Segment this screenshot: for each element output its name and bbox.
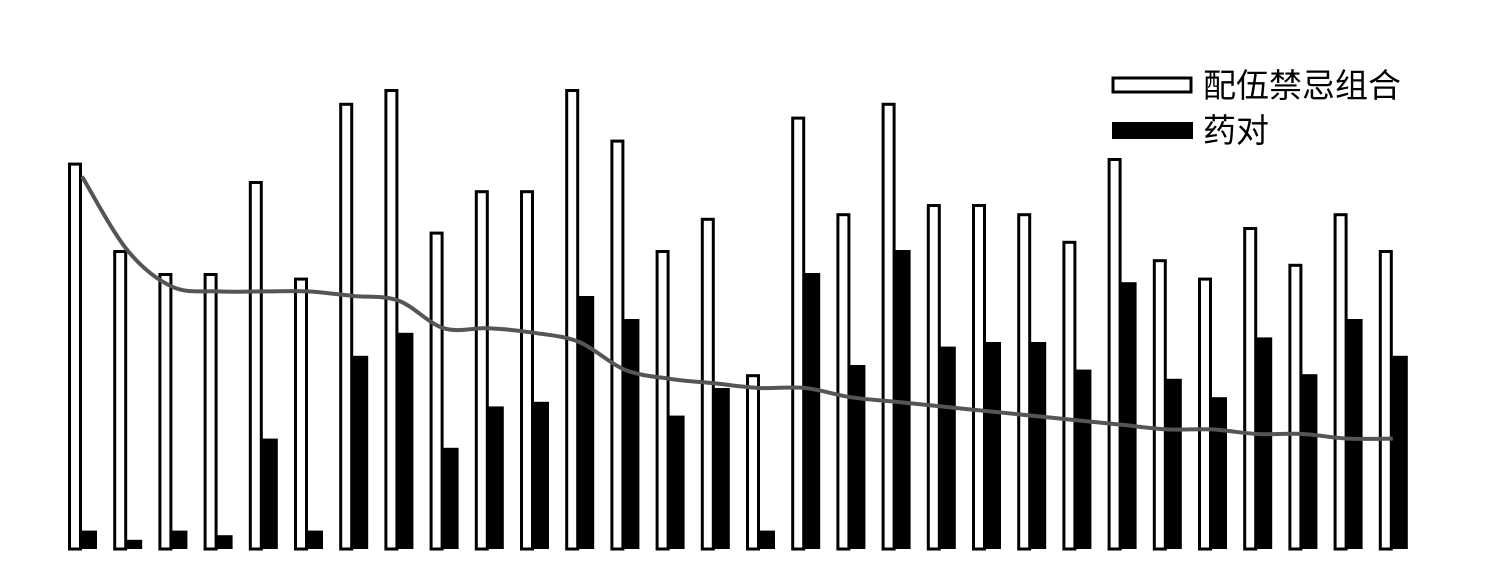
legend: 配伍禁忌组合 药对	[1111, 66, 1401, 150]
bar-white-22	[1017, 213, 1032, 551]
bar-black-14	[668, 415, 685, 549]
bar-black-10	[487, 406, 504, 549]
bar-black-30	[1391, 355, 1408, 549]
bar-black-29	[1346, 319, 1363, 549]
bar-white-17	[791, 116, 806, 551]
bar-black-23	[1075, 369, 1092, 549]
bar-white-27	[1243, 227, 1258, 551]
bar-white-3	[158, 273, 173, 551]
bar-white-28	[1288, 263, 1303, 551]
bar-black-9	[442, 447, 459, 549]
bar-black-15	[713, 388, 730, 549]
bar-black-18	[849, 365, 866, 549]
bar-white-21	[972, 204, 986, 551]
trend-line	[80, 175, 1393, 441]
legend-swatch-white	[1111, 76, 1193, 94]
bar-white-4	[203, 273, 218, 551]
bar-white-9	[429, 231, 444, 551]
bar-black-25	[1165, 378, 1182, 549]
legend-label-white: 配伍禁忌组合	[1203, 66, 1401, 105]
bar-white-23	[1062, 240, 1077, 551]
bar-white-29	[1333, 213, 1348, 551]
bar-black-2	[126, 539, 143, 549]
bar-white-2	[113, 250, 128, 551]
bar-white-5	[248, 181, 263, 551]
bar-white-30	[1378, 250, 1393, 551]
bar-white-26	[1198, 277, 1212, 551]
bar-white-16	[746, 374, 760, 551]
bar-white-12	[565, 89, 580, 551]
bar-black-4	[216, 535, 233, 549]
bar-black-7	[352, 355, 369, 549]
bar-white-7	[339, 102, 354, 551]
bar-black-17	[804, 273, 821, 549]
bar-black-27	[1256, 337, 1273, 549]
bar-black-13	[623, 319, 640, 549]
bar-black-28	[1301, 374, 1318, 549]
bar-black-11	[533, 401, 549, 549]
legend-label-black: 药对	[1203, 111, 1269, 150]
bar-black-5	[261, 438, 278, 549]
bar-white-11	[520, 190, 534, 551]
bar-black-26	[1211, 397, 1227, 549]
bar-white-25	[1152, 259, 1167, 551]
bar-white-10	[474, 190, 489, 551]
bar-white-1	[68, 162, 82, 551]
bar-white-8	[384, 89, 399, 551]
bar-black-21	[985, 342, 1001, 549]
bar-white-6	[294, 277, 308, 551]
bar-black-12	[578, 296, 595, 549]
bar-white-13	[610, 139, 625, 551]
bar-white-24	[1107, 158, 1122, 551]
bar-black-19	[894, 250, 911, 549]
bar-black-6	[307, 530, 323, 549]
bar-black-1	[81, 530, 97, 549]
bar-black-20	[939, 346, 956, 549]
bar-white-18	[836, 213, 851, 551]
bar-black-24	[1120, 282, 1137, 549]
bar-white-20	[926, 204, 941, 551]
bar-white-14	[655, 250, 670, 551]
bar-black-8	[397, 332, 414, 549]
bar-black-22	[1030, 342, 1047, 549]
legend-swatch-black	[1112, 122, 1193, 139]
bar-black-16	[759, 530, 775, 549]
bar-black-3	[171, 530, 188, 549]
bars-layer	[68, 89, 1408, 551]
bar-white-19	[881, 102, 896, 551]
